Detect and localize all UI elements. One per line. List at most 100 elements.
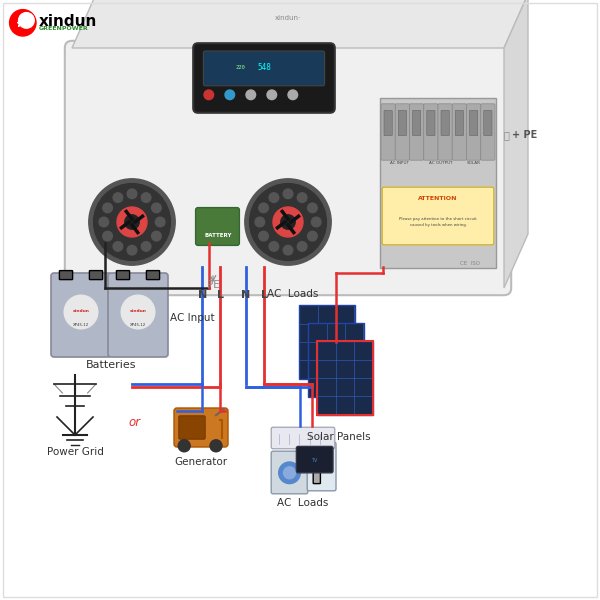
FancyBboxPatch shape: [438, 104, 452, 160]
Circle shape: [64, 295, 98, 329]
FancyBboxPatch shape: [89, 271, 103, 280]
FancyBboxPatch shape: [395, 104, 410, 160]
Text: xindun·: xindun·: [275, 15, 301, 21]
Circle shape: [125, 215, 139, 229]
Text: Batteries: Batteries: [86, 360, 136, 370]
FancyBboxPatch shape: [196, 208, 239, 245]
FancyBboxPatch shape: [271, 451, 308, 494]
Text: + PE: + PE: [512, 130, 537, 140]
FancyBboxPatch shape: [398, 110, 407, 136]
Circle shape: [288, 90, 298, 100]
Text: Please pay attention to the short circuit
caused by tools when wiring.: Please pay attention to the short circui…: [399, 217, 477, 227]
Circle shape: [141, 242, 151, 251]
Circle shape: [113, 193, 123, 202]
Circle shape: [255, 217, 265, 227]
Text: CE  ISO: CE ISO: [460, 262, 480, 266]
FancyBboxPatch shape: [455, 110, 464, 136]
FancyBboxPatch shape: [409, 104, 424, 160]
Text: TV: TV: [311, 458, 318, 463]
Circle shape: [155, 217, 165, 227]
Text: BATTERY: BATTERY: [204, 233, 232, 238]
FancyBboxPatch shape: [51, 273, 111, 357]
Circle shape: [89, 179, 175, 265]
Text: AC Input: AC Input: [170, 313, 214, 323]
Text: xindun: xindun: [39, 13, 97, 28]
Circle shape: [142, 193, 151, 202]
FancyBboxPatch shape: [299, 305, 355, 379]
FancyBboxPatch shape: [317, 341, 373, 415]
FancyBboxPatch shape: [481, 104, 495, 160]
Circle shape: [103, 231, 112, 241]
Circle shape: [152, 231, 161, 241]
Text: AC INPUT: AC INPUT: [389, 161, 409, 165]
Text: ⏚: ⏚: [504, 130, 510, 140]
Text: XP45-12: XP45-12: [73, 323, 89, 327]
FancyBboxPatch shape: [441, 110, 449, 136]
FancyBboxPatch shape: [59, 271, 73, 280]
Circle shape: [117, 207, 147, 237]
FancyBboxPatch shape: [296, 446, 333, 473]
Circle shape: [273, 207, 303, 237]
Text: Power Grid: Power Grid: [47, 447, 103, 457]
FancyBboxPatch shape: [413, 110, 421, 136]
Text: ATTENTION: ATTENTION: [418, 196, 458, 200]
Text: AC OUTPUT: AC OUTPUT: [429, 161, 453, 165]
Text: N: N: [197, 290, 207, 300]
Text: or: or: [129, 416, 141, 430]
Polygon shape: [72, 0, 528, 48]
Circle shape: [269, 193, 279, 202]
Text: AC  Loads: AC Loads: [267, 289, 319, 299]
Text: GREENPOWER: GREENPOWER: [39, 26, 89, 31]
Circle shape: [283, 245, 293, 255]
Text: XP45-12: XP45-12: [130, 323, 146, 327]
Circle shape: [267, 90, 277, 100]
Circle shape: [99, 217, 109, 227]
Circle shape: [308, 231, 317, 241]
Circle shape: [283, 189, 293, 199]
Polygon shape: [504, 0, 528, 288]
Text: xindun: xindun: [130, 310, 146, 313]
Circle shape: [127, 245, 137, 255]
FancyBboxPatch shape: [308, 323, 364, 397]
Text: HYBRID SOLAR INVERTER: HYBRID SOLAR INVERTER: [391, 237, 480, 243]
Circle shape: [278, 462, 301, 484]
Circle shape: [94, 184, 170, 260]
Text: L: L: [260, 290, 268, 300]
FancyBboxPatch shape: [384, 110, 392, 136]
FancyBboxPatch shape: [203, 51, 325, 86]
Circle shape: [308, 203, 317, 213]
FancyBboxPatch shape: [427, 110, 435, 136]
FancyBboxPatch shape: [452, 104, 467, 160]
Circle shape: [297, 193, 307, 202]
Text: Solar Panels: Solar Panels: [307, 432, 371, 442]
Circle shape: [152, 203, 161, 213]
Circle shape: [225, 90, 235, 100]
FancyBboxPatch shape: [313, 470, 320, 484]
Circle shape: [246, 90, 256, 100]
FancyBboxPatch shape: [179, 416, 205, 439]
Circle shape: [245, 179, 331, 265]
Text: Generator: Generator: [175, 457, 227, 467]
Circle shape: [204, 90, 214, 100]
Circle shape: [284, 467, 296, 479]
FancyBboxPatch shape: [380, 98, 496, 268]
Text: 220: 220: [235, 65, 245, 70]
Text: SOLAR: SOLAR: [467, 161, 481, 165]
Circle shape: [210, 440, 222, 452]
Text: PE: PE: [206, 280, 220, 290]
Text: 548: 548: [257, 63, 271, 72]
FancyBboxPatch shape: [65, 41, 511, 295]
Circle shape: [121, 295, 155, 329]
Text: L: L: [217, 290, 224, 300]
FancyBboxPatch shape: [381, 104, 395, 160]
FancyBboxPatch shape: [108, 273, 168, 357]
FancyBboxPatch shape: [467, 104, 481, 160]
Circle shape: [103, 203, 112, 213]
Circle shape: [178, 440, 190, 452]
FancyBboxPatch shape: [193, 43, 335, 113]
Circle shape: [10, 10, 36, 36]
FancyBboxPatch shape: [146, 271, 160, 280]
Circle shape: [19, 13, 34, 28]
Circle shape: [297, 242, 307, 251]
Circle shape: [250, 184, 326, 260]
